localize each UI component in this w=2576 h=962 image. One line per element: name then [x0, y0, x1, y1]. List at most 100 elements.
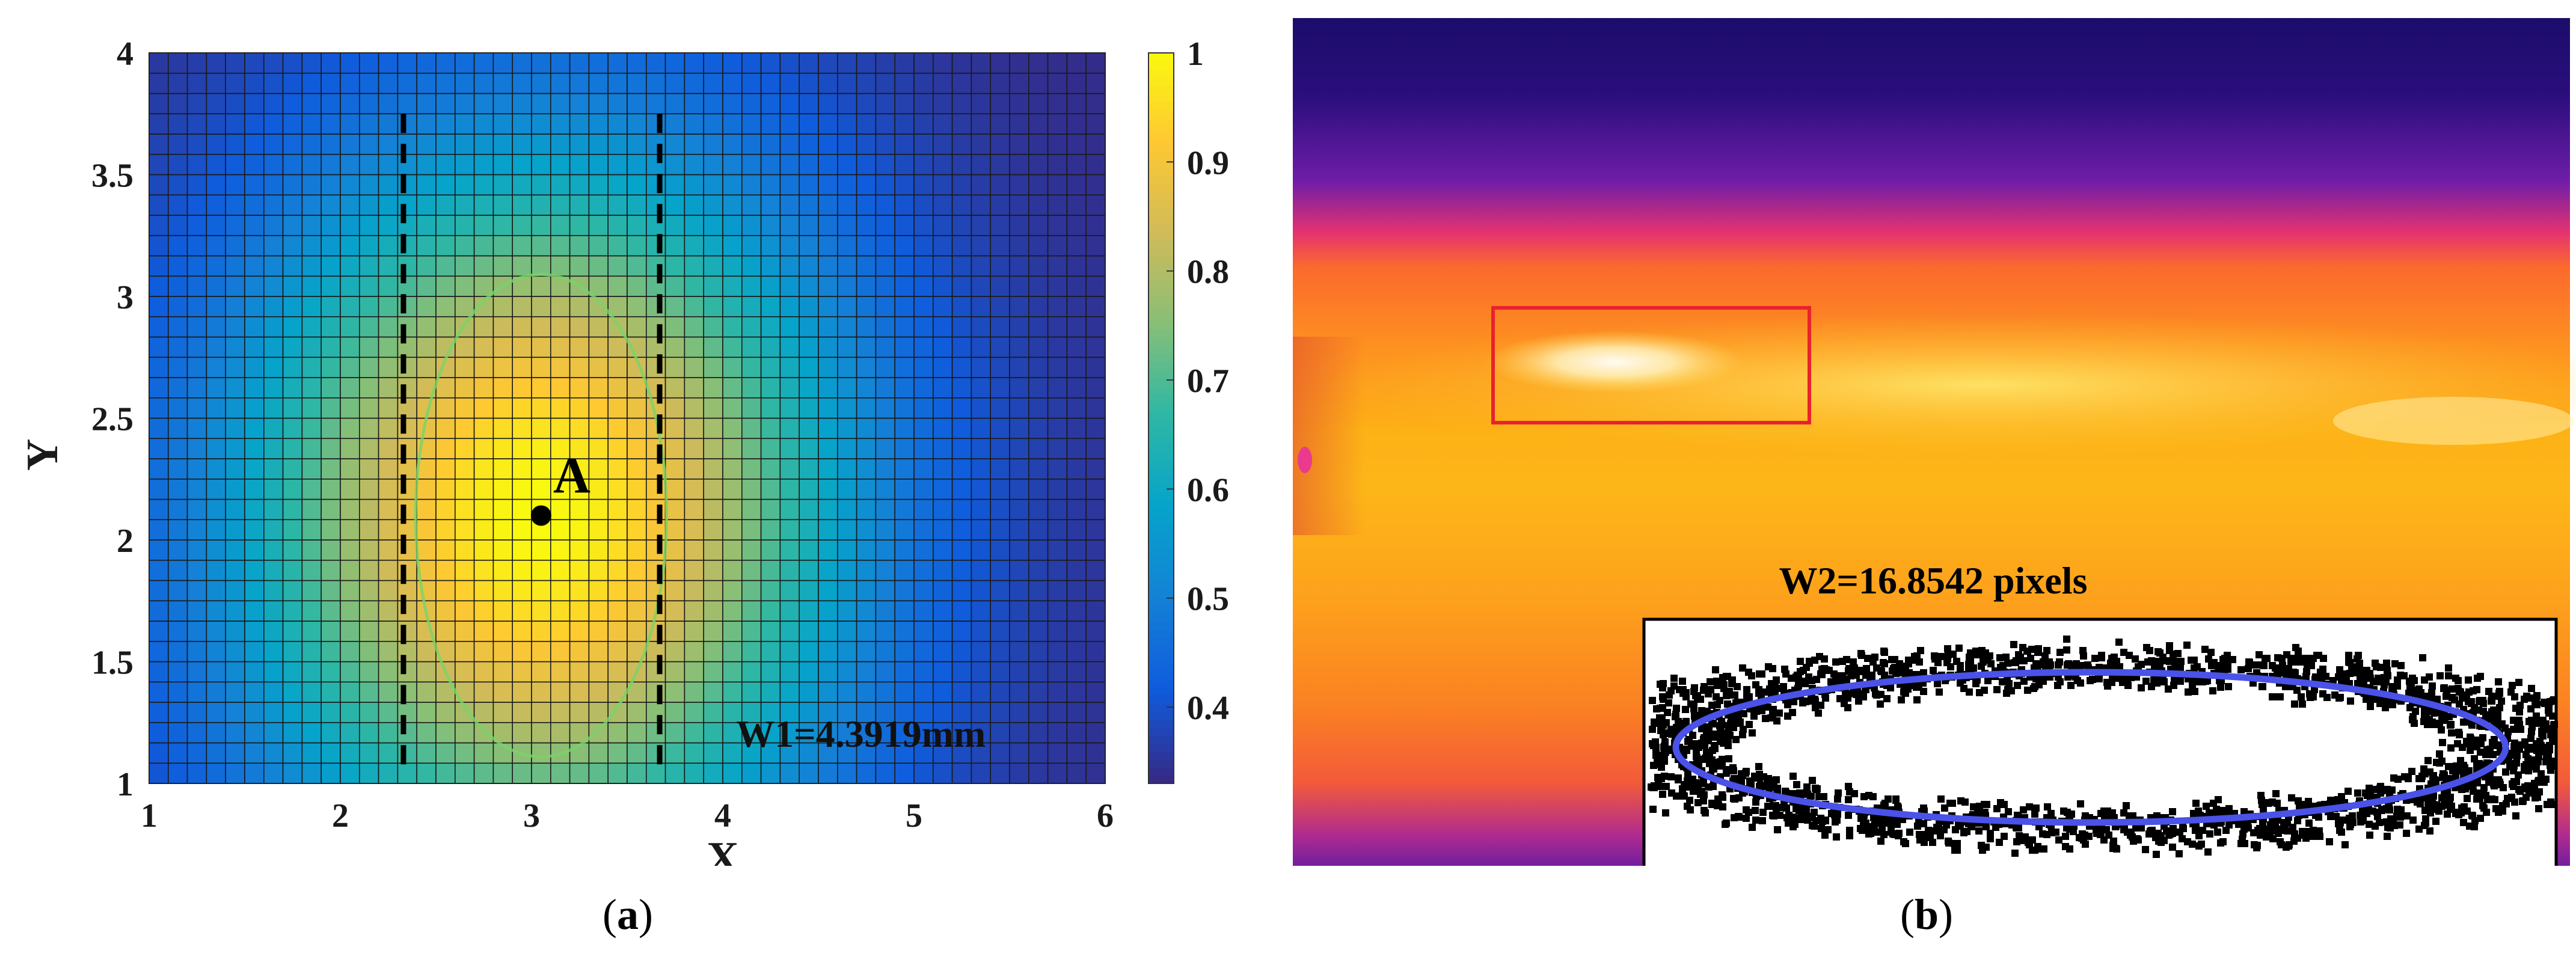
- binary-pixel: [1851, 790, 1858, 797]
- heatmap-cell: [149, 417, 169, 440]
- binary-pixel: [2477, 740, 2485, 747]
- binary-pixel: [2283, 651, 2290, 658]
- heatmap-cell: [971, 762, 992, 784]
- heatmap-cell: [684, 762, 705, 784]
- heatmap-cell: [627, 742, 647, 764]
- heatmap-cell: [722, 113, 743, 135]
- heatmap-cell: [263, 215, 284, 236]
- heatmap-cell: [875, 357, 896, 378]
- colorbar-segment: [1148, 239, 1174, 248]
- binary-pixel: [2347, 821, 2354, 828]
- heatmap-cell: [512, 316, 532, 338]
- heatmap-cell: [1047, 377, 1068, 399]
- heatmap-cell: [1009, 762, 1029, 784]
- heatmap-cell: [856, 661, 877, 683]
- heatmap-cell: [358, 681, 379, 703]
- heatmap-cell: [358, 174, 379, 196]
- heatmap-cell: [340, 397, 360, 419]
- heatmap-cell: [244, 133, 265, 155]
- heatmap-cell: [550, 296, 571, 317]
- heatmap-cell: [971, 559, 992, 581]
- heatmap-cell: [550, 336, 571, 358]
- heatmap-cell: [167, 174, 188, 196]
- heatmap-cell: [741, 478, 762, 500]
- heatmap-cell: [282, 721, 303, 744]
- heatmap-cell: [1066, 498, 1087, 521]
- heatmap-cell: [627, 519, 647, 541]
- binary-pixel: [1888, 829, 1895, 836]
- binary-pixel: [2065, 660, 2072, 667]
- heatmap-cell: [416, 357, 437, 378]
- heatmap-cell: [358, 275, 379, 297]
- heatmap-cell: [779, 438, 800, 459]
- heatmap-cell: [340, 458, 360, 480]
- heatmap-cell: [244, 234, 265, 257]
- colorbar-segment: [1148, 572, 1174, 581]
- heatmap-cell: [971, 275, 992, 297]
- heatmap-cell: [951, 458, 972, 480]
- binary-pixel: [1987, 830, 1994, 837]
- heatmap-cell: [588, 234, 609, 257]
- heatmap-cell: [225, 640, 245, 663]
- heatmap-cell: [913, 762, 934, 784]
- heatmap-cell: [186, 296, 207, 317]
- heatmap-cell: [933, 397, 953, 419]
- heatmap-cell: [225, 620, 245, 642]
- heatmap-cell: [454, 580, 475, 602]
- heatmap-cell: [894, 438, 915, 459]
- heatmap-cell: [167, 620, 188, 642]
- heatmap-cell: [416, 316, 437, 338]
- heatmap-cell: [416, 234, 437, 257]
- heatmap-cell: [512, 234, 532, 257]
- binary-pixel: [2085, 833, 2093, 840]
- heatmap-cell: [320, 133, 341, 155]
- binary-pixel: [2020, 678, 2028, 685]
- heatmap-cell: [588, 215, 609, 236]
- heatmap-cell: [320, 661, 341, 683]
- heatmap-cell: [320, 458, 341, 480]
- heatmap-cell: [779, 600, 800, 622]
- heatmap-cell: [492, 519, 514, 541]
- heatmap-cell: [186, 762, 207, 784]
- heatmap-cell: [894, 174, 915, 196]
- heatmap-cell: [416, 519, 437, 541]
- heatmap-cell: [378, 742, 399, 764]
- binary-pixel: [2479, 734, 2486, 741]
- binary-pixel: [2511, 740, 2518, 747]
- x-tick-label: 1: [141, 797, 158, 835]
- heatmap-cell: [684, 539, 705, 561]
- heatmap-cell: [531, 336, 551, 358]
- heatmap-cell: [741, 417, 762, 440]
- heatmap-cell: [1066, 417, 1087, 440]
- heatmap-cell: [627, 215, 647, 236]
- binary-pixel: [2458, 786, 2465, 793]
- binary-pixel: [2206, 830, 2213, 838]
- heatmap-cell: [512, 255, 532, 277]
- heatmap-cell: [225, 357, 245, 378]
- heatmap-cell: [416, 52, 437, 74]
- binary-pixel: [2397, 806, 2405, 813]
- heatmap-cell: [569, 234, 590, 257]
- heatmap-cell: [244, 580, 265, 602]
- heatmap-cell: [340, 255, 360, 277]
- binary-pixel: [2443, 687, 2450, 694]
- binary-pixel: [2105, 832, 2112, 839]
- heatmap-cell: [933, 72, 953, 94]
- heatmap-cell: [760, 153, 781, 176]
- heatmap-cell: [416, 702, 437, 723]
- binary-pixel: [2463, 691, 2470, 699]
- heatmap-cell: [340, 52, 360, 74]
- heatmap-cell: [913, 661, 934, 683]
- heatmap-cell: [894, 296, 915, 317]
- heatmap-cell: [990, 458, 1010, 480]
- heatmap-cell: [512, 580, 532, 602]
- binary-pixel: [1776, 812, 1783, 819]
- heatmap-cell: [990, 438, 1010, 459]
- binary-pixel: [2419, 654, 2426, 661]
- heatmap-cell: [913, 559, 934, 581]
- heatmap-cell: [607, 72, 628, 94]
- heatmap-cell: [263, 52, 284, 74]
- binary-pixel: [1816, 653, 1823, 660]
- heatmap-cell: [799, 72, 819, 94]
- heatmap-cell: [397, 640, 418, 663]
